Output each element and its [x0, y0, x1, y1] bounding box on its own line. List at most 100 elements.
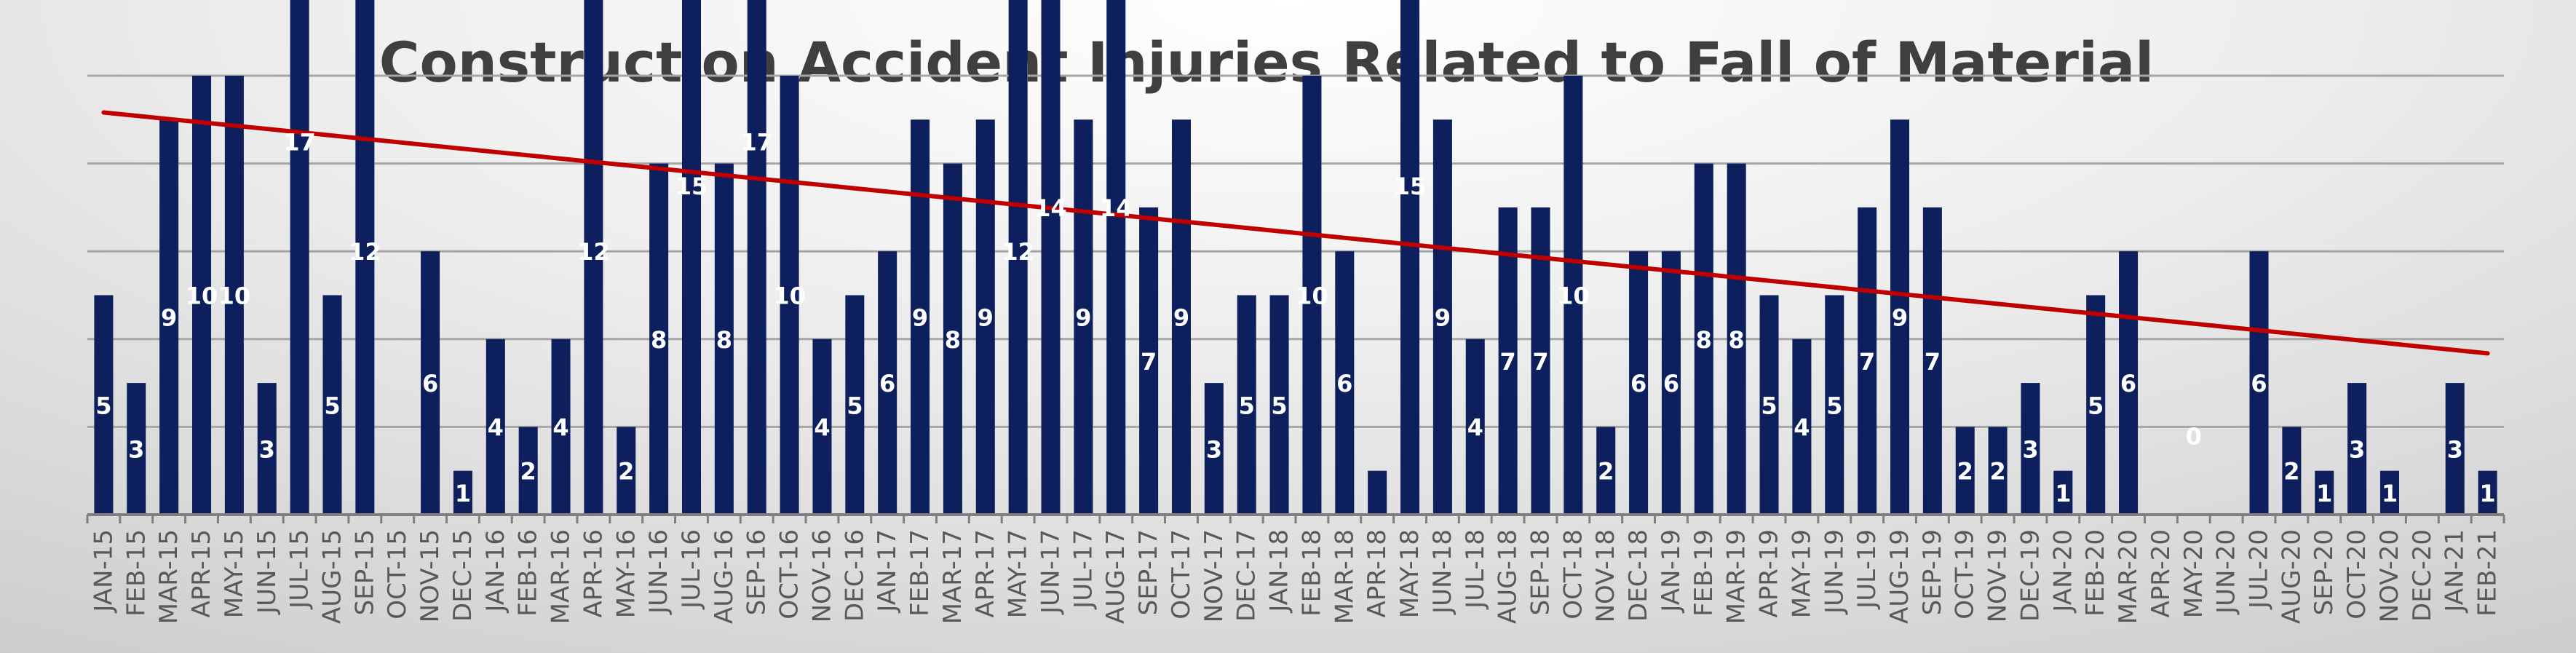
- bar: [714, 163, 734, 515]
- data-label: 5: [1761, 392, 1777, 419]
- data-label: 8: [1729, 326, 1745, 354]
- data-label: 4: [488, 413, 504, 441]
- bar: [1106, 0, 1126, 515]
- x-tick-label: OCT-16: [775, 529, 804, 620]
- x-tick-label: MAR-16: [547, 529, 576, 624]
- bar: [1368, 470, 1387, 515]
- data-label: 3: [1206, 436, 1222, 464]
- data-label: 5: [1826, 392, 1842, 419]
- data-label: 1: [2382, 480, 2398, 507]
- data-label: 14: [1034, 194, 1067, 222]
- bar: [1171, 119, 1191, 515]
- data-label: 6: [879, 370, 895, 397]
- x-tick-label: MAY-16: [611, 529, 641, 618]
- x-tick-label: NOV-20: [2375, 529, 2404, 622]
- x-tick-label: MAY-18: [1395, 529, 1424, 618]
- data-label: 10: [1296, 282, 1328, 310]
- x-tick-label: JAN-18: [1265, 529, 1294, 614]
- x-tick-label: FEB-18: [1297, 529, 1326, 617]
- bar: [551, 339, 571, 515]
- bar: [1465, 339, 1485, 515]
- data-label: 4: [1794, 413, 1810, 441]
- data-label: 3: [2447, 436, 2463, 464]
- x-tick-label: OCT-19: [1951, 529, 1980, 620]
- data-label: 12: [1002, 238, 1034, 266]
- x-tick-label: JAN-19: [1657, 529, 1686, 614]
- x-tick-label: JAN-20: [2048, 529, 2077, 614]
- data-label: 4: [552, 413, 568, 441]
- bar: [1204, 383, 1224, 515]
- x-tick-label: AUG-16: [710, 529, 739, 624]
- data-label: 7: [1859, 348, 1875, 376]
- bar: [257, 383, 277, 515]
- bar: [486, 339, 505, 515]
- data-label: 2: [1598, 458, 1614, 486]
- bar: [322, 295, 342, 515]
- data-label: 6: [1663, 370, 1679, 397]
- data-label: 6: [1336, 370, 1352, 397]
- bar: [1400, 0, 1420, 515]
- data-label: 2: [618, 458, 634, 486]
- x-tick-label: FEB-21: [2473, 529, 2502, 617]
- x-tick-label: AUG-19: [1885, 529, 1914, 624]
- data-label: 10: [186, 282, 218, 310]
- x-tick-label: JAN-15: [89, 529, 118, 614]
- bar: [943, 163, 962, 515]
- bar: [1564, 76, 1583, 515]
- data-label: 9: [978, 304, 994, 332]
- x-tick-label: JUN-19: [1820, 529, 1849, 615]
- x-tick-label: SEP-16: [742, 529, 772, 615]
- data-label: 5: [95, 392, 111, 419]
- x-tick-label: APR-18: [1363, 529, 1392, 618]
- trendline-group: [101, 110, 2490, 356]
- x-tick-label: MAR-17: [938, 529, 967, 624]
- bar: [975, 119, 995, 515]
- bar: [127, 383, 146, 515]
- data-label: 12: [577, 238, 610, 266]
- data-label: 1: [2055, 480, 2071, 507]
- data-label: 9: [1075, 304, 1091, 332]
- x-tick-label: AUG-18: [1494, 529, 1523, 624]
- x-tick-label: SEP-18: [1526, 529, 1555, 615]
- bar: [159, 119, 179, 515]
- bar: [224, 76, 244, 515]
- bar: [911, 119, 930, 515]
- data-label: 5: [1271, 392, 1287, 419]
- bar: [1008, 0, 1028, 515]
- x-tick-label: AUG-20: [2277, 529, 2306, 624]
- data-label: 9: [161, 304, 177, 332]
- bar: [2315, 470, 2334, 515]
- bar: [617, 427, 636, 515]
- x-tick-label: OCT-18: [1558, 529, 1588, 620]
- x-tick-label: JUN-18: [1428, 529, 1457, 615]
- x-tick-label: APR-20: [2147, 529, 2176, 618]
- data-label: 10: [1557, 282, 1590, 310]
- x-tick-label: MAR-18: [1330, 529, 1359, 624]
- bar: [1139, 207, 1159, 515]
- bar: [1694, 163, 1713, 515]
- x-tick-label: APR-19: [1755, 529, 1784, 618]
- x-tick-label: OCT-20: [2342, 529, 2371, 620]
- data-label: 3: [2022, 436, 2038, 464]
- x-tick-label: NOV-18: [1591, 529, 1620, 622]
- bar: [1792, 339, 1812, 515]
- bar: [1629, 251, 1649, 515]
- bar: [1988, 427, 2008, 515]
- x-tick-label: SEP-17: [1134, 529, 1163, 615]
- bar: [518, 427, 538, 515]
- bar: [649, 163, 669, 515]
- data-label: 7: [1532, 348, 1548, 376]
- data-label: 5: [1239, 392, 1255, 419]
- x-tick-label: DEC-20: [2408, 529, 2437, 622]
- bar: [878, 251, 897, 515]
- bar: [1922, 207, 1942, 515]
- x-tick-label: OCT-15: [383, 529, 412, 620]
- x-tick-label: JUL-19: [1852, 529, 1882, 610]
- data-label: 4: [814, 413, 830, 441]
- data-label: 12: [349, 238, 381, 266]
- bar: [94, 295, 114, 515]
- x-tick-label: NOV-16: [807, 529, 836, 622]
- data-label: 6: [1630, 370, 1646, 397]
- x-tick-label: DEC-16: [840, 529, 869, 622]
